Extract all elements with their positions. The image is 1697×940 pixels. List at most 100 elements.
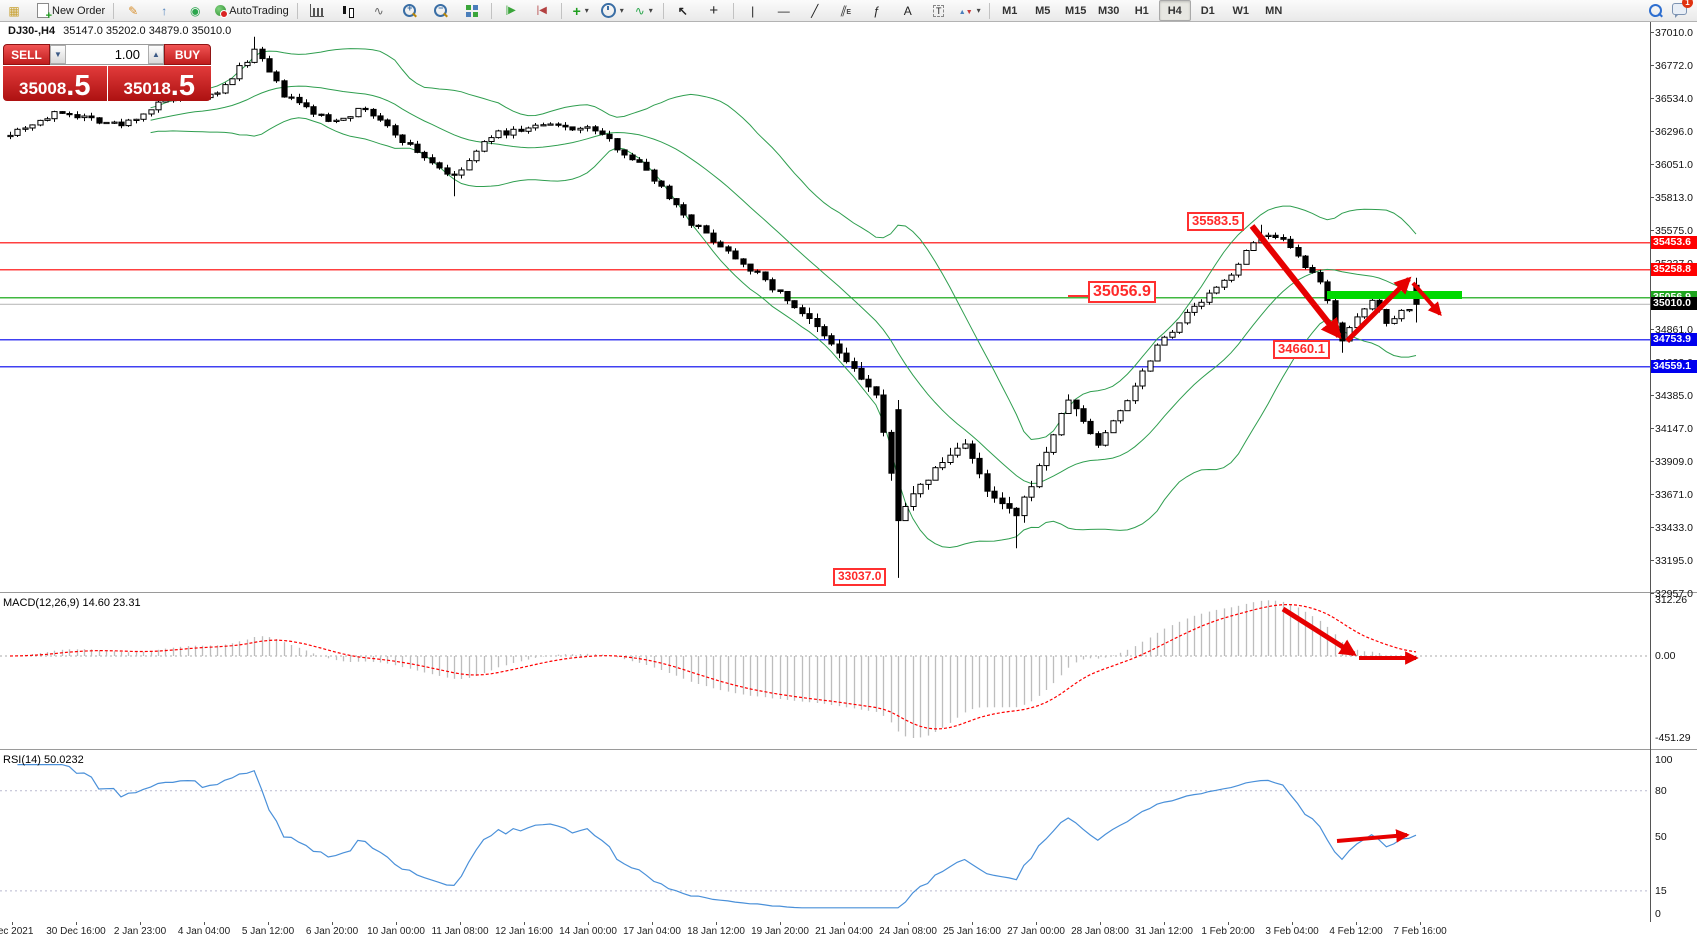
signals-button[interactable]: ◉ — [180, 0, 210, 21]
toolbar: ▦ + New Order ✎ ↑ ◉ AutoTrading ∿ + − |▶ |◀ + ▾ ▾ ∿ ▾ ↖ + |… — [0, 0, 1697, 22]
price-tick-mark — [1650, 494, 1654, 495]
chart-area[interactable]: DJ30-,H4 35147.0 35202.0 34879.0 35010.0 … — [0, 22, 1697, 940]
x-axis-date-label: 17 Jan 04:00 — [623, 926, 681, 937]
periods-button[interactable]: ▾ — [597, 0, 628, 21]
time-axis[interactable]: Dec 2021 30 Dec 16:00 2 Jan 23:00 4 Jan 04:… — [0, 922, 1697, 940]
trend-arrow[interactable] — [1336, 829, 1410, 843]
templates-icon: ∿ — [634, 3, 645, 18]
text-tool-button[interactable]: A — [893, 0, 923, 21]
crosshair-tool-button[interactable]: + — [699, 0, 729, 21]
zoom-out-button[interactable]: − — [426, 0, 456, 21]
macd-axis-label: -451.29 — [1655, 732, 1691, 744]
tiles-icon — [465, 4, 478, 17]
label-icon: T — [932, 4, 945, 17]
indicators-dropdown-caret[interactable]: ▾ — [584, 6, 589, 15]
timeframe-m5-button[interactable]: M5 — [1035, 4, 1051, 17]
rsi-pane-separator[interactable] — [0, 749, 1697, 750]
timeframe-h4-button[interactable]: H4 — [1158, 0, 1191, 21]
arrows-tool-dropdown-caret[interactable]: ▾ — [976, 6, 981, 15]
cursor-tool-button[interactable]: ↖ — [668, 0, 698, 21]
periods-dropdown-caret[interactable]: ▾ — [619, 6, 624, 15]
time-tick-mark — [780, 922, 781, 925]
templates-button[interactable]: ∿ ▾ — [629, 0, 659, 21]
indicators-button[interactable]: + ▾ — [566, 0, 596, 21]
volume-decrease-button[interactable]: ▼ — [50, 45, 66, 64]
chart-shift-button[interactable]: |◀ — [527, 0, 557, 21]
crayon-icon: ✎ — [128, 3, 139, 18]
volume-value[interactable]: 1.00 — [114, 47, 140, 62]
candlestick-mode-button[interactable] — [333, 0, 363, 21]
timeframe-h1-button[interactable]: H1 — [1134, 4, 1149, 17]
chart-title: DJ30-,H4 35147.0 35202.0 34879.0 35010.0 — [8, 25, 231, 37]
bottom-price-flag[interactable]: 33037.0 — [833, 568, 887, 586]
level-price-flag[interactable]: 35056.9 — [1088, 281, 1156, 304]
timeframe-m1-button[interactable]: M1 — [1002, 4, 1018, 17]
toolbar-separator — [113, 2, 115, 19]
trend-arrow[interactable] — [1411, 281, 1442, 317]
zoom-in-icon: + — [403, 3, 417, 17]
fibonacci-tool-button[interactable]: ƒ — [862, 0, 892, 21]
search-icon[interactable] — [1649, 4, 1662, 17]
buy-price-button[interactable]: 35018.5 — [107, 66, 211, 102]
trendline-tool-button[interactable]: ╱ — [800, 0, 830, 21]
autotrading-icon — [215, 5, 229, 18]
timeframe-w1-button[interactable]: W1 — [1232, 4, 1249, 17]
chart-window-button[interactable]: ▦ — [2, 0, 32, 21]
rsi-indicator-label: RSI(14) 50.0232 — [3, 754, 84, 766]
price-badge: 35010.0 — [1651, 297, 1697, 311]
x-axis-date-label: 4 Jan 04:00 — [177, 926, 231, 937]
templates-dropdown-caret[interactable]: ▾ — [648, 6, 653, 15]
tile-windows-button[interactable] — [457, 0, 487, 21]
autotrading-button[interactable]: AutoTrading — [211, 0, 293, 21]
sell-button[interactable]: SELL — [3, 44, 50, 65]
volume-increase-button[interactable]: ▲ — [148, 45, 164, 64]
y-axis-tick-label: 33671.0 — [1655, 489, 1693, 501]
timeframe-mn-button[interactable]: MN — [1265, 4, 1283, 17]
x-axis-date-label: 12 Jan 16:00 — [495, 926, 553, 937]
buy-price-frac: .5 — [170, 70, 195, 102]
timeframe-d1-button[interactable]: D1 — [1200, 4, 1215, 17]
styler-button[interactable]: ✎ — [118, 0, 148, 21]
time-tick-mark — [1164, 922, 1165, 925]
y-axis-tick-label: 36772.0 — [1655, 60, 1693, 72]
x-axis-date-label: 30 Dec 16:00 — [46, 926, 106, 937]
trend-arrow[interactable] — [1345, 276, 1412, 343]
price-tick-mark — [1650, 230, 1654, 231]
text-label-tool-button[interactable]: T — [924, 0, 954, 21]
price-tick-mark — [1650, 32, 1654, 33]
trend-arrow[interactable] — [1249, 224, 1342, 340]
crosshair-icon: + — [709, 1, 719, 19]
publish-button[interactable]: ↑ — [149, 0, 179, 21]
sell-price-button[interactable]: 35008.5 — [3, 66, 107, 101]
timeframe-m15-button[interactable]: M15 — [1065, 4, 1087, 17]
line-chart-mode-button[interactable]: ∿ — [364, 0, 394, 21]
macd-pane-separator[interactable] — [0, 592, 1697, 593]
arrows-icon: ▲▼ — [958, 8, 973, 16]
new-order-button[interactable]: + New Order — [33, 0, 109, 22]
candlesticks — [7, 36, 1420, 578]
bar-chart-mode-button[interactable] — [302, 0, 332, 21]
horizontal-line-tool-button[interactable]: — — [769, 0, 799, 21]
price-badge: 35453.6 — [1651, 235, 1697, 249]
zoom-in-button[interactable]: + — [395, 0, 425, 21]
timeframe-m30-button[interactable]: M30 — [1098, 4, 1120, 17]
pullback-low-price-flag[interactable]: 34660.1 — [1273, 340, 1330, 359]
auto-scroll-button[interactable]: |▶ — [496, 0, 526, 21]
time-tick-mark — [588, 922, 589, 925]
vertical-line-tool-button[interactable]: | — [738, 0, 768, 21]
peak-price-flag[interactable]: 35583.5 — [1187, 212, 1244, 231]
trend-arrow[interactable] — [1281, 606, 1357, 657]
new-order-icon: + — [37, 3, 52, 22]
time-tick-mark — [1036, 922, 1037, 925]
x-axis-date-label: 1 Feb 20:00 — [1201, 926, 1255, 937]
channel-tool-button[interactable]: ∥E — [831, 0, 861, 21]
y-axis-tick-label: 37010.0 — [1655, 27, 1693, 39]
buy-button[interactable]: BUY — [164, 44, 211, 65]
time-tick-mark — [972, 922, 973, 925]
x-axis-date-label: 2 Jan 23:00 — [113, 926, 167, 937]
arrows-tool-button[interactable]: ▲▼ ▾ — [955, 0, 985, 21]
x-axis-date-label: 4 Feb 12:00 — [1329, 926, 1383, 937]
chat-button[interactable]: 1 — [1672, 0, 1693, 20]
time-tick-mark — [1356, 922, 1357, 925]
